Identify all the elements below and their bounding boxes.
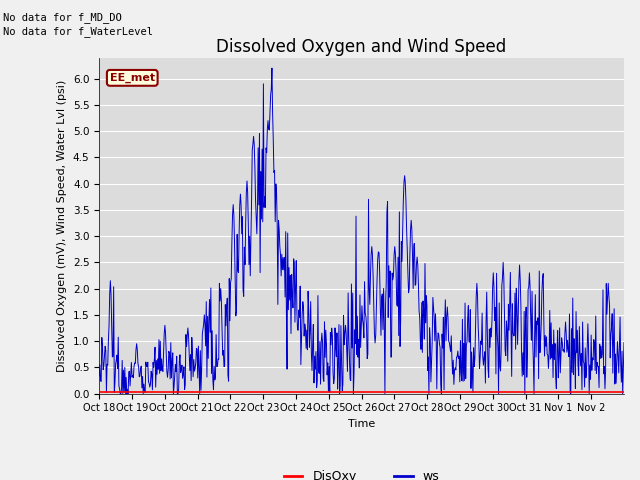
ws bbox=[128, 374, 136, 380]
DisOxy bbox=[400, 389, 408, 395]
ws bbox=[116, 391, 124, 396]
ws bbox=[620, 340, 628, 346]
DisOxy bbox=[95, 389, 103, 395]
Text: No data for f_WaterLevel: No data for f_WaterLevel bbox=[3, 26, 153, 37]
DisOxy bbox=[414, 389, 422, 395]
ws bbox=[495, 391, 502, 396]
X-axis label: Time: Time bbox=[348, 419, 375, 429]
ws bbox=[431, 338, 438, 344]
DisOxy bbox=[493, 389, 501, 395]
DisOxy bbox=[620, 389, 628, 395]
Legend: DisOxy, ws: DisOxy, ws bbox=[278, 465, 445, 480]
ws bbox=[268, 65, 276, 71]
Title: Dissolved Oxygen and Wind Speed: Dissolved Oxygen and Wind Speed bbox=[216, 38, 507, 56]
ws bbox=[548, 342, 556, 348]
DisOxy bbox=[547, 389, 555, 395]
Y-axis label: Dissolved Oxygen (mV), Wind Speed, Water Lvl (psi): Dissolved Oxygen (mV), Wind Speed, Water… bbox=[58, 80, 67, 372]
ws bbox=[95, 373, 103, 379]
Text: EE_met: EE_met bbox=[109, 73, 155, 83]
ws bbox=[415, 308, 423, 314]
DisOxy bbox=[429, 389, 437, 395]
DisOxy bbox=[127, 389, 135, 395]
Line: ws: ws bbox=[99, 68, 624, 394]
Text: No data for f_MD_DO: No data for f_MD_DO bbox=[3, 12, 122, 23]
ws bbox=[401, 180, 409, 185]
